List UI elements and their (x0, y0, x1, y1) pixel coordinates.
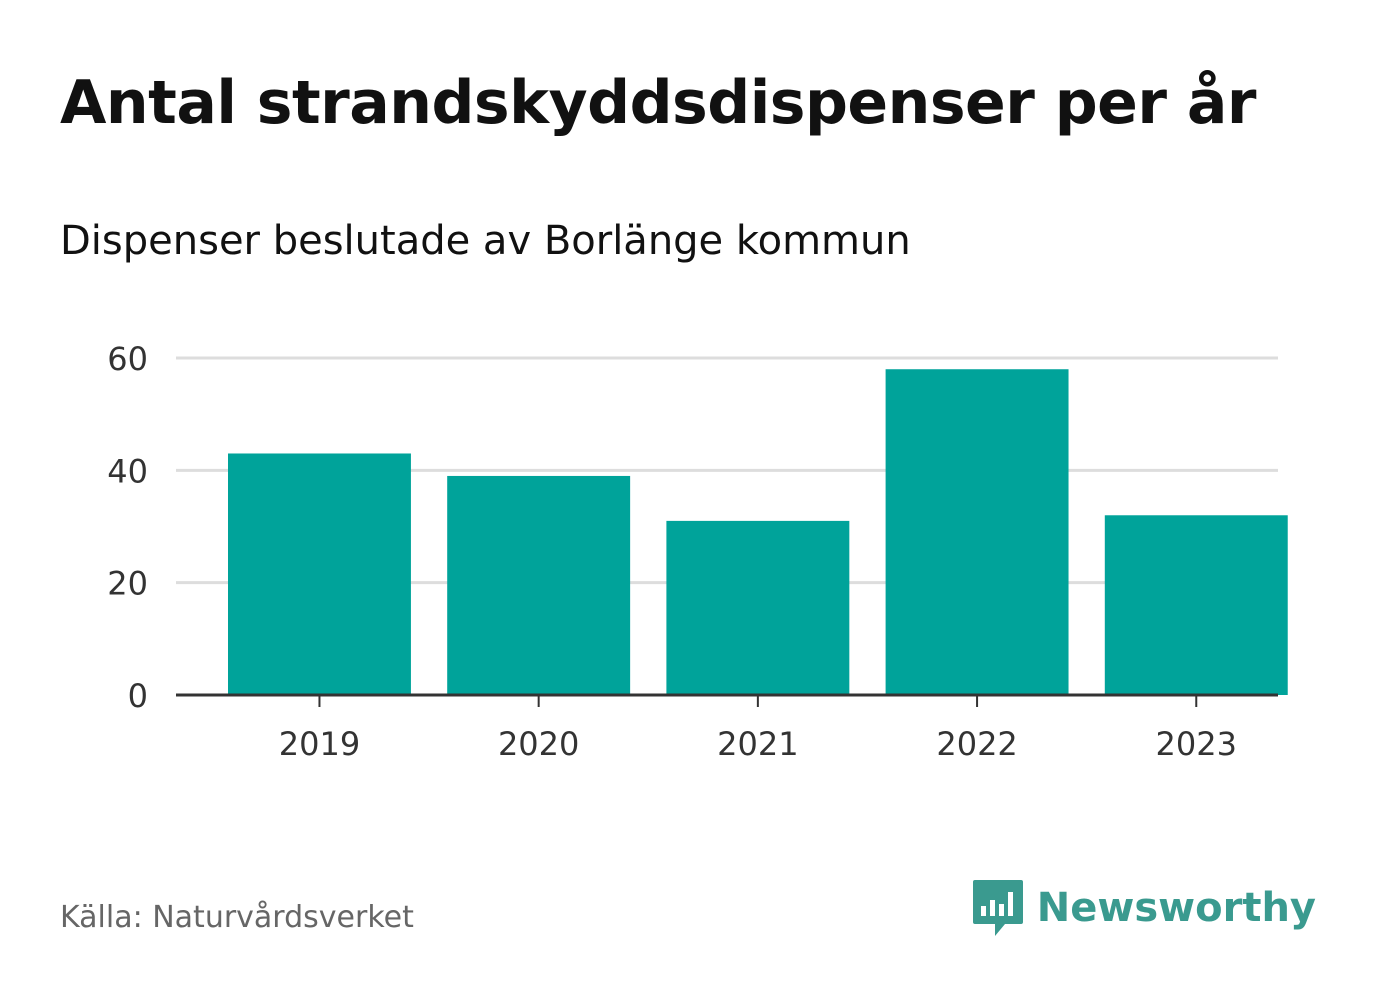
bars (228, 369, 1288, 695)
bar-2021 (666, 520, 850, 695)
bar-2020 (447, 475, 631, 695)
bar-2022 (885, 369, 1069, 695)
brand-name: Newsworthy (1036, 885, 1316, 931)
x-tick-label: 2022 (936, 725, 1017, 763)
chart-subtitle: Dispenser beslutade av Borlänge kommun (60, 218, 911, 264)
chart-title: Antal strandskyddsdispenser per år (60, 68, 1256, 138)
bar-2023 (1104, 515, 1288, 695)
newsworthy-logo-icon (972, 880, 1023, 936)
x-tick-label: 2020 (498, 725, 579, 763)
x-tick-label: 2021 (717, 725, 798, 763)
x-tick-label: 2019 (279, 725, 360, 763)
y-tick-label: 60 (107, 340, 148, 378)
y-tick-label: 40 (107, 452, 148, 490)
x-tick-label: 2023 (1156, 725, 1237, 763)
bar-2019 (228, 453, 411, 695)
source-note: Källa: Naturvårdsverket (60, 900, 414, 935)
axes (176, 693, 1278, 707)
tick-labels: 0 20 40 60 2019 2020 2021 2022 2023 (107, 340, 1237, 763)
y-tick-label: 0 (128, 677, 148, 715)
brand-logo: Newsworthy (971, 878, 1316, 938)
y-tick-label: 20 (107, 565, 148, 603)
